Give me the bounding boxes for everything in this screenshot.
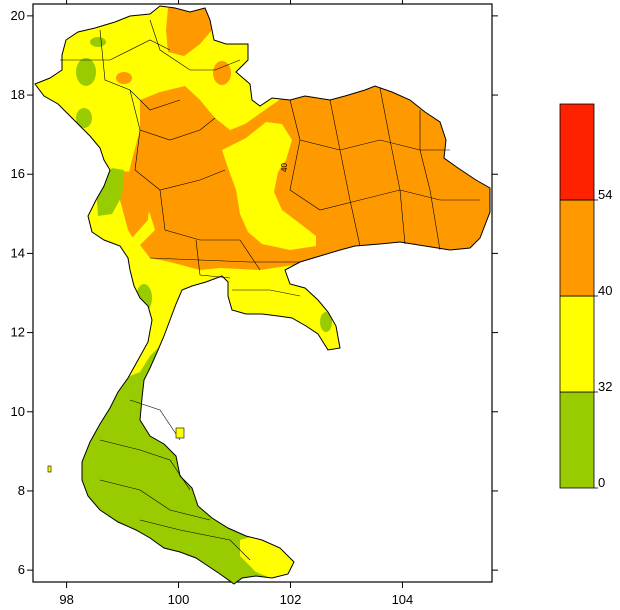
fill-level-40-54-spot-nw: [116, 72, 132, 84]
province-boundaries: [60, 19, 480, 561]
y-tick-label: 8: [18, 483, 25, 498]
legend-swatch: [559, 295, 595, 393]
fill-level-0-32-spot-nw1: [76, 58, 96, 86]
islands: [47, 427, 185, 473]
y-tick-label: 6: [18, 562, 25, 577]
legend-label: 32: [598, 379, 612, 394]
fill-level-0-32-spot-e: [320, 312, 332, 332]
fill-level-32-40-central: [222, 122, 316, 250]
contour-label-40: 40: [280, 163, 289, 172]
y-tick-label: 20: [11, 8, 25, 23]
fill-level-0-32-spot-nw2: [76, 108, 92, 128]
y-tick-label: 14: [11, 245, 25, 260]
x-tick-label: 100: [168, 592, 190, 607]
legend-swatch: [559, 391, 595, 489]
fill-level-40-54-spot-n: [213, 61, 231, 85]
y-tick-label: 12: [11, 325, 25, 340]
x-tick-label: 102: [280, 592, 302, 607]
legend-label: 0: [598, 475, 605, 490]
x-tick-label: 98: [59, 592, 73, 607]
legend-swatch: [559, 199, 595, 297]
legend-label: 40: [598, 283, 612, 298]
legend-swatch: [559, 103, 595, 201]
fill-level-40-54-northeast: [128, 84, 490, 282]
plot-frame: [32, 3, 493, 583]
y-tick-label: 16: [11, 166, 25, 181]
legend-label: 54: [598, 187, 612, 202]
y-tick-label: 10: [11, 404, 25, 419]
fill-level-0-32-spot-w: [136, 284, 152, 312]
axes: 98 100 102 104 6 8 10 12 14 16 18 20: [11, 0, 498, 607]
fill-level-40-54-north: [166, 8, 212, 56]
legend-colorbar: 0 32 40 54: [559, 103, 612, 490]
y-tick-label: 18: [11, 87, 25, 102]
x-tick-label: 104: [392, 592, 414, 607]
fill-level-32-40-southeast: [180, 258, 340, 360]
fill-level-0-32-spot-nw3: [90, 37, 106, 47]
